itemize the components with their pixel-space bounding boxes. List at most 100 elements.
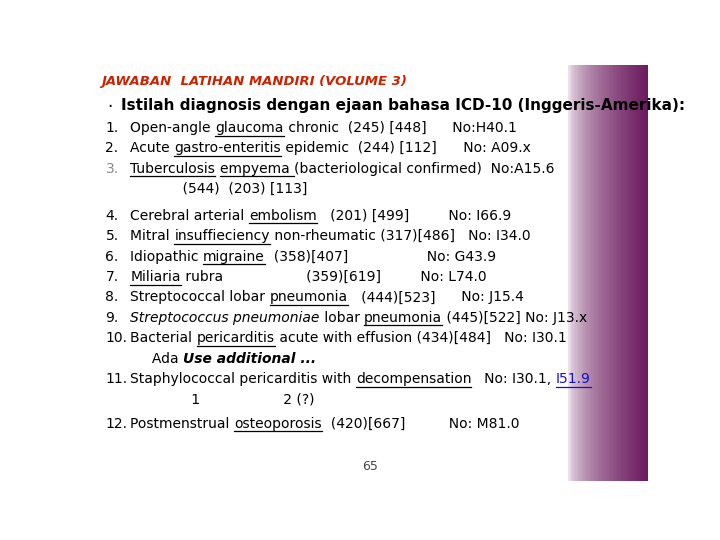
Bar [597, 65, 598, 481]
Text: Postmenstrual: Postmenstrual [130, 417, 234, 431]
Text: JAWABAN  LATIHAN MANDIRI (VOLUME 3): JAWABAN LATIHAN MANDIRI (VOLUME 3) [101, 75, 407, 88]
Text: Streptococcal lobar: Streptococcal lobar [130, 291, 270, 305]
Text: 2.: 2. [106, 141, 119, 156]
Bar [628, 65, 629, 481]
Bar [639, 65, 640, 481]
Text: Bacterial: Bacterial [130, 331, 197, 345]
Bar [578, 65, 580, 481]
Bar [621, 65, 623, 481]
Text: 10.: 10. [106, 331, 127, 345]
Bar [603, 65, 606, 481]
Text: osteoporosis: osteoporosis [234, 417, 322, 431]
Bar [622, 65, 624, 481]
Text: Idiopathic: Idiopathic [130, 249, 203, 264]
Bar [595, 65, 597, 481]
Text: 3.: 3. [106, 162, 119, 176]
Text: lobar: lobar [320, 311, 364, 325]
Bar [624, 65, 626, 481]
Bar [618, 65, 620, 481]
Text: No: J15.4: No: J15.4 [436, 291, 524, 305]
Bar [568, 65, 570, 481]
Bar [645, 65, 647, 481]
Text: Miliaria: Miliaria [130, 270, 181, 284]
Bar [626, 65, 628, 481]
Text: Streptococcus pneumoniae: Streptococcus pneumoniae [130, 311, 320, 325]
Text: acute with effusion (434)[484]   No: I30.1: acute with effusion (434)[484] No: I30.1 [274, 331, 567, 345]
Text: No: I66.9: No: I66.9 [409, 209, 511, 223]
Text: No: I34.0: No: I34.0 [455, 229, 531, 243]
Bar [606, 65, 608, 481]
Text: 11.: 11. [106, 372, 127, 386]
Bar [602, 65, 604, 481]
Bar [632, 65, 634, 481]
Text: Use additional ...: Use additional ... [184, 352, 316, 366]
Text: (201) [499]: (201) [499] [317, 209, 409, 223]
Text: Mitral: Mitral [130, 229, 174, 243]
Text: Ada: Ada [130, 352, 184, 366]
Bar [620, 65, 621, 481]
Bar [570, 65, 572, 481]
Bar [583, 65, 585, 481]
Bar [598, 65, 600, 481]
Text: I51.9: I51.9 [556, 372, 591, 386]
Bar [608, 65, 609, 481]
Bar [600, 65, 601, 481]
Text: pneumonia: pneumonia [364, 311, 442, 325]
Text: (544)  (203) [113]: (544) (203) [113] [130, 182, 307, 196]
Bar [640, 65, 642, 481]
Bar [585, 65, 586, 481]
Bar [611, 65, 613, 481]
Text: No:H40.1: No:H40.1 [426, 121, 517, 135]
Text: Staphylococcal pericarditis with: Staphylococcal pericarditis with [130, 372, 356, 386]
Text: rubra: rubra [181, 270, 223, 284]
Text: chronic  (245) [448]: chronic (245) [448] [284, 121, 426, 135]
Text: No: G43.9: No: G43.9 [348, 249, 496, 264]
Text: (bacteriological confirmed)  No:A15.6: (bacteriological confirmed) No:A15.6 [294, 162, 554, 176]
Text: empyema: empyema [220, 162, 294, 176]
Bar [636, 65, 638, 481]
Bar [625, 65, 627, 481]
Text: (359)[619]: (359)[619] [223, 270, 381, 284]
Text: 65: 65 [363, 460, 379, 473]
Bar [629, 65, 631, 481]
Text: 8.: 8. [106, 291, 119, 305]
Bar [600, 65, 603, 481]
Bar [582, 65, 584, 481]
Bar [574, 65, 575, 481]
Bar [571, 65, 573, 481]
Text: Cerebral arterial: Cerebral arterial [130, 209, 249, 223]
Text: 1.: 1. [106, 121, 119, 135]
Text: epidemic  (244) [112]: epidemic (244) [112] [281, 141, 436, 156]
Text: No: A09.x: No: A09.x [436, 141, 531, 156]
Bar [609, 65, 611, 481]
Bar [634, 65, 636, 481]
Bar [579, 65, 581, 481]
Text: No: M81.0: No: M81.0 [405, 417, 520, 431]
Bar [577, 65, 578, 481]
Text: Open-angle: Open-angle [130, 121, 215, 135]
Text: (444)[523]: (444)[523] [348, 291, 436, 305]
Bar [631, 65, 632, 481]
Bar [567, 65, 569, 481]
Bar [591, 65, 593, 481]
Text: non-rheumatic (317)[486]: non-rheumatic (317)[486] [270, 229, 455, 243]
Text: pneumonia: pneumonia [270, 291, 348, 305]
Bar [616, 65, 617, 481]
Bar [647, 65, 649, 481]
Bar [588, 65, 589, 481]
Bar [642, 65, 643, 481]
Text: gastro-enteritis: gastro-enteritis [174, 141, 281, 156]
Bar [637, 65, 639, 481]
Bar [590, 65, 592, 481]
Bar [593, 65, 595, 481]
Text: Tuberculosis: Tuberculosis [130, 162, 215, 176]
Bar [589, 65, 590, 481]
Bar [580, 65, 582, 481]
Text: 12.: 12. [106, 417, 127, 431]
Text: decompensation: decompensation [356, 372, 472, 386]
Bar [644, 65, 646, 481]
Bar [575, 65, 577, 481]
Text: No: L74.0: No: L74.0 [381, 270, 487, 284]
Bar [586, 65, 588, 481]
Bar [633, 65, 635, 481]
